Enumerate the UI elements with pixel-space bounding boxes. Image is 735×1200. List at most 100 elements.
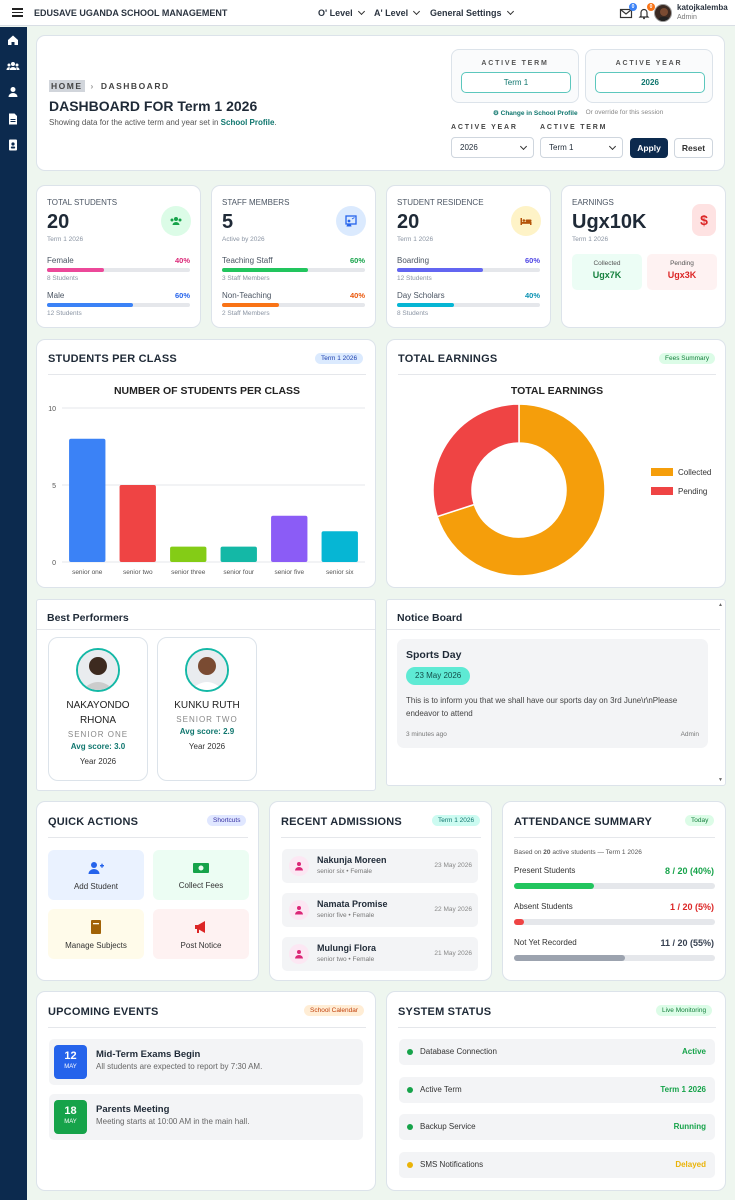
bar-senior-one[interactable] (69, 438, 106, 562)
collected-box: Collected Ugx7K (572, 254, 642, 290)
document-icon[interactable] (6, 112, 20, 126)
legend-label: Pending (678, 487, 707, 496)
breadcrumb-home[interactable]: HOME (49, 80, 85, 92)
attendance-bar-fill (514, 955, 625, 961)
chevron-down-icon (608, 142, 617, 151)
change-in-profile-link[interactable]: ⚙ Change in School Profile (493, 109, 578, 117)
event-date-badge: 12 MAY (54, 1045, 87, 1079)
event-item[interactable]: 18 MAY Parents Meeting Meeting starts at … (49, 1094, 363, 1140)
action-label: Add Student (73, 881, 119, 891)
event-item[interactable]: 12 MAY Mid-Term Exams Begin All students … (49, 1039, 363, 1085)
system-status-row: Database Connection Active (399, 1039, 715, 1065)
school-profile-link[interactable]: School Profile (220, 118, 275, 127)
performer-card[interactable]: KUNKU RUTH SENIOR TWO Avg score: 2.9 Yea… (157, 637, 257, 781)
quick-actions-card: QUICK ACTIONS Shortcuts Add Student Coll… (36, 801, 259, 981)
event-name: Mid-Term Exams Begin (96, 1049, 201, 1060)
boarding-bar-fill (397, 268, 483, 272)
status-value: Running (673, 1122, 706, 1131)
avatar (185, 648, 229, 692)
user-role: Admin (677, 14, 697, 21)
divider (387, 629, 720, 630)
attendance-bar-fill (514, 883, 595, 889)
apply-button[interactable]: Apply (630, 138, 668, 158)
slice-pending[interactable] (432, 403, 520, 518)
bar-senior-four[interactable] (220, 546, 257, 562)
action-label: Collect Fees (178, 880, 224, 890)
staff-members-card: STAFF MEMBERS 5 Active by 2026 Teaching … (211, 185, 376, 328)
event-day: 18 (64, 1105, 77, 1117)
chart-title: TOTAL EARNINGS (511, 385, 603, 397)
attendance-label: Present Students (514, 866, 576, 875)
card-title: Notice Board (397, 612, 463, 624)
notice-board-card: Notice Board Sports Day 23 May 2026 This… (386, 599, 726, 786)
user-menu[interactable]: katojkalemba Admin (677, 3, 728, 23)
bar-senior-five[interactable] (271, 515, 308, 562)
money-icon (193, 862, 209, 873)
gear-icon: ⚙ (493, 110, 501, 117)
slice-collected[interactable] (436, 403, 606, 577)
nav-a-level[interactable]: A' Level (374, 7, 421, 18)
scroll-up-icon[interactable]: ▲ (718, 602, 723, 608)
attendance-bar (514, 919, 715, 925)
notice-item[interactable]: Sports Day 23 May 2026 This is to inform… (397, 639, 708, 748)
term-select[interactable]: Term 1 (540, 137, 623, 158)
avatar (76, 648, 120, 692)
chalkboard-teacher-icon (336, 206, 366, 236)
admission-name: Namata Promise (317, 899, 388, 909)
user-icon[interactable] (6, 85, 20, 99)
stat-label: EARNINGS (572, 198, 614, 207)
bar-senior-two[interactable] (119, 485, 156, 562)
performer-year: Year 2026 (79, 757, 117, 766)
admission-row[interactable]: Mulungi Flora senior two • Female 21 May… (282, 937, 478, 971)
boarding-note: 12 Students (397, 275, 432, 282)
attendance-label: Absent Students (514, 902, 573, 911)
reset-button[interactable]: Reset (674, 138, 713, 158)
year-select[interactable]: 2026 (451, 137, 534, 158)
day-scholars-bar-fill (397, 303, 455, 307)
collected-value: Ugx7K (592, 270, 622, 280)
card-title: TOTAL EARNINGS (398, 353, 498, 365)
id-badge-icon[interactable] (6, 138, 20, 152)
attendance-value: 8 / 20 (40%) (664, 866, 714, 876)
notice-scrollbar[interactable]: ▲ ▼ (718, 600, 724, 785)
nav-general-settings[interactable]: General Settings (430, 7, 514, 18)
bar-senior-three[interactable] (170, 546, 207, 562)
action-label: Post Notice (180, 940, 222, 950)
user-avatar[interactable] (654, 4, 672, 22)
chevron-down-icon (519, 142, 528, 151)
status-value: Delayed (675, 1159, 706, 1169)
card-title: ATTENDANCE SUMMARY (514, 816, 653, 828)
admission-meta: senior five • Female (317, 912, 375, 919)
event-day: 12 (64, 1050, 77, 1062)
term-select-value: Term 1 (549, 143, 574, 152)
bell-icon[interactable]: 0 (637, 3, 655, 20)
performer-year: Year 2026 (188, 742, 226, 751)
collect-fees-button[interactable]: Collect Fees (153, 850, 249, 900)
sidebar (0, 27, 27, 1200)
card-title: Best Performers (47, 612, 129, 624)
admission-row[interactable]: Nakunja Moreen senior six • Female 23 Ma… (282, 849, 478, 883)
non-teaching-note: 2 Staff Members (222, 310, 270, 317)
x-tick-label: senior three (171, 569, 206, 576)
earnings-donut-chart: TOTAL EARNINGS Collected Pending (432, 385, 711, 577)
user-icon (289, 944, 309, 964)
pending-value: Ugx3K (667, 270, 697, 280)
post-notice-button[interactable]: Post Notice (153, 909, 249, 959)
active-year-box: ACTIVE YEAR 2026 (585, 49, 713, 103)
performer-card[interactable]: NAKAYONDO RHONA SENIOR ONE Avg score: 3.0… (48, 637, 148, 781)
admission-row[interactable]: Namata Promise senior five • Female 22 M… (282, 893, 478, 927)
stat-value: 20 (397, 211, 420, 233)
menu-icon[interactable] (12, 8, 23, 17)
mail-icon[interactable]: 0 (619, 3, 637, 20)
manage-subjects-button[interactable]: Manage Subjects (48, 909, 144, 959)
nav-o-level[interactable]: O' Level (318, 7, 365, 18)
users-icon[interactable] (6, 59, 20, 73)
admission-name: Mulungi Flora (317, 943, 376, 953)
event-month: MAY (64, 1064, 77, 1070)
pending-label: Pending (670, 260, 694, 267)
home-icon[interactable] (6, 33, 20, 47)
scroll-down-icon[interactable]: ▼ (718, 777, 723, 783)
bar-senior-six[interactable] (321, 531, 358, 562)
male-pct: 60% (175, 291, 191, 300)
add-student-button[interactable]: Add Student (48, 850, 144, 900)
